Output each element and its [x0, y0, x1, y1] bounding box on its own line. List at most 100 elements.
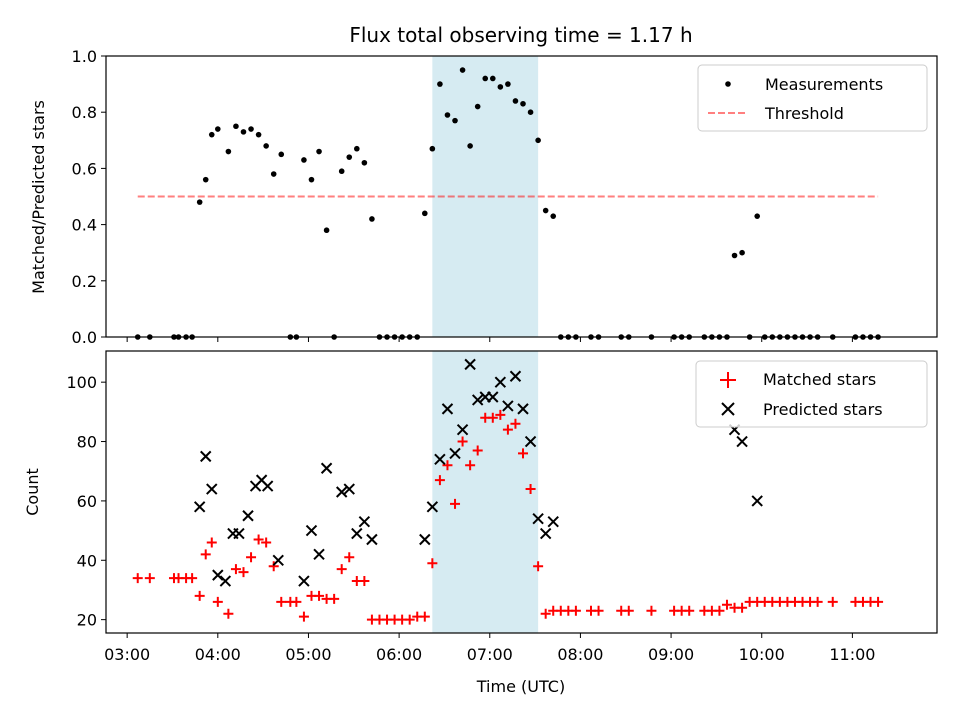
matched-star-point — [427, 558, 438, 569]
matched-star-point — [253, 534, 264, 545]
bottom-xtick-label: 06:00 — [376, 645, 422, 664]
matched-star-point — [246, 552, 257, 563]
matched-star-point — [336, 564, 347, 575]
top-ytick-label: 0.8 — [72, 103, 97, 122]
legend-matched-marker — [720, 372, 736, 388]
predicted-star-point — [471, 394, 484, 406]
predicted-star-point — [320, 462, 333, 474]
matched-star-point — [593, 605, 604, 616]
matched-star-point — [540, 608, 551, 619]
predicted-star-point — [547, 515, 559, 528]
predicted-star-point — [200, 450, 212, 463]
measurement-point — [535, 137, 541, 144]
measurement-point — [422, 210, 428, 217]
measurement-point — [323, 227, 330, 234]
predicted-star-point — [426, 501, 439, 513]
matched-star-point — [502, 424, 513, 435]
predicted-star-point — [434, 453, 446, 466]
predicted-star-point — [502, 400, 514, 412]
matched-star-point — [472, 445, 483, 456]
predicted-star-point — [212, 569, 224, 581]
top-legend-box — [697, 64, 928, 132]
matched-star-point — [291, 596, 302, 607]
predicted-star-point — [509, 370, 522, 382]
predicted-star-point — [298, 575, 310, 587]
predicted-star-point — [487, 391, 499, 403]
bottom-ytick-label: 40 — [77, 551, 97, 570]
measurement-point — [444, 112, 451, 118]
measurement-point — [270, 171, 277, 177]
predicted-star-point — [233, 527, 245, 540]
predicted-star-point — [524, 435, 537, 448]
measurement-point — [467, 143, 473, 149]
matched-star-point — [314, 590, 325, 601]
predicted-star-point — [419, 533, 431, 546]
measurement-point — [255, 131, 262, 138]
matched-star-point — [450, 498, 461, 509]
matched-star-point — [268, 561, 279, 572]
measurement-point — [452, 117, 458, 124]
predicted-star-point — [261, 480, 274, 492]
top-ytick-label: 1.0 — [72, 47, 97, 66]
bottom-ylabel: Count — [23, 468, 42, 516]
bottom-axes-frame — [105, 350, 938, 634]
measurement-point — [278, 151, 285, 158]
bottom-xtick-label: 10:00 — [739, 645, 785, 664]
bottom-xtick-label: 07:00 — [467, 645, 513, 664]
matched-star-point — [298, 611, 309, 622]
bottom-xtick-label: 11:00 — [829, 645, 875, 664]
matched-star-point — [827, 596, 838, 607]
highlight-band-bottom — [432, 351, 539, 633]
bottom-panel: 20 40 60 80 100 03:00 04:00 05:00 06:00 07:00 08:0… — [23, 350, 938, 696]
measurement-point — [482, 75, 489, 82]
measurement-point — [308, 176, 315, 183]
predicted-star-point — [366, 533, 378, 546]
predicted-star-point — [539, 527, 552, 540]
predicted-star-point — [517, 403, 529, 415]
predicted-star-point — [358, 515, 371, 528]
predicted-star-point — [305, 524, 318, 537]
matched-star-point — [434, 475, 445, 486]
legend-predicted-marker — [721, 402, 735, 416]
measurement-point — [527, 109, 534, 115]
predicted-star-point — [343, 483, 355, 495]
bottom-legend: Matched stars Predicted stars — [695, 360, 928, 428]
measurement-point — [512, 98, 519, 104]
predicted-star-point — [193, 501, 206, 513]
top-axes-frame — [105, 55, 938, 338]
predicted-star-point — [456, 423, 469, 436]
matched-star-point — [359, 576, 370, 587]
matched-star-point — [737, 602, 748, 613]
measurement-point — [225, 148, 232, 155]
measurement-point — [520, 100, 526, 107]
matched-star-point — [525, 484, 536, 495]
predicted-star-point — [441, 403, 454, 415]
predicted-star-point — [351, 527, 363, 540]
measurement-point — [497, 84, 504, 90]
matched-star-point — [465, 460, 476, 471]
measurement-point — [739, 249, 745, 256]
measurement-point — [338, 168, 345, 175]
bottom-xlabel: Time (UTC) — [476, 677, 565, 696]
measurement-point — [263, 143, 269, 149]
measurement-point — [202, 176, 209, 183]
measurement-point — [459, 67, 466, 73]
matched-star-point — [329, 593, 340, 604]
matched-star-point — [646, 605, 657, 616]
predicted-star-point — [272, 554, 284, 566]
matched-star-point — [187, 573, 198, 584]
bottom-xtick-label: 09:00 — [648, 645, 694, 664]
matched-star-point — [442, 460, 453, 471]
predicted-star-point — [464, 358, 476, 371]
top-ytick-label: 0.4 — [72, 216, 97, 235]
predicted-star-point — [494, 376, 507, 388]
matched-star-point — [144, 573, 155, 584]
predicted-star-point — [736, 435, 748, 448]
matched-star-point — [238, 567, 249, 578]
predicted-star-point — [532, 513, 544, 525]
predicted-star-point — [219, 575, 232, 587]
legend-predicted-label: Predicted stars — [763, 400, 883, 419]
matched-star-point — [714, 605, 725, 616]
bottom-xtick-label: 03:00 — [104, 645, 150, 664]
bottom-ytick-label: 100 — [66, 373, 97, 392]
